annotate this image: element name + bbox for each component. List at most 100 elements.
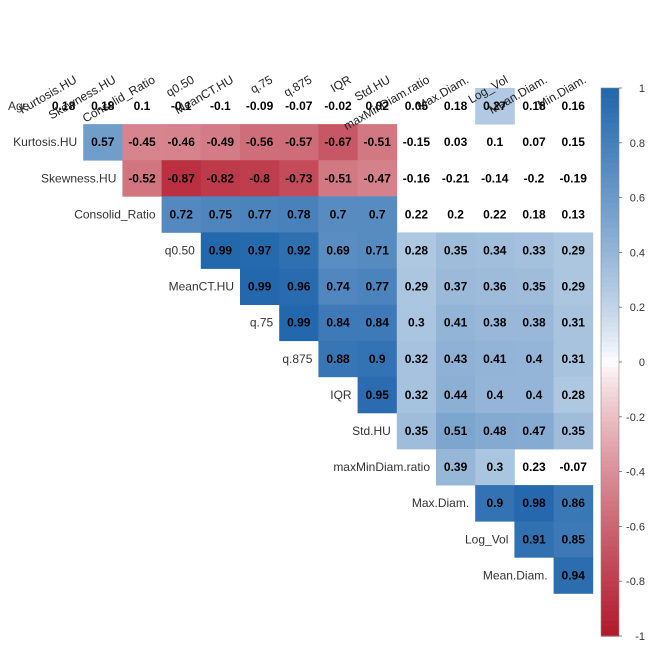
cell-value: 0.34 [483,243,507,257]
colorbar-segment [601,342,619,348]
cell-11-12 [514,485,554,522]
colorbar-segment [601,511,619,518]
cell-value: 0.3 [486,460,503,474]
colorbar-tick-label: 0 [639,357,645,369]
cell-value: -0.45 [128,135,156,149]
row-label: Skewness.HU [41,171,116,185]
cell-value: 0.2 [447,207,464,221]
colorbar-segment [601,601,619,607]
colorbar-segment [601,481,619,488]
cell-2-8 [357,160,398,197]
cell-value: 0.99 [209,243,233,257]
colorbar-tick-label: -0.6 [626,521,645,533]
cell-value: 0.1 [134,99,151,113]
cell-7-12 [514,340,554,378]
colorbar-segment [601,621,619,627]
colorbar-segment [601,561,619,567]
colorbar-segment [601,267,619,273]
colorbar-segment [601,496,619,503]
colorbar-segment [601,466,619,473]
cell-value: 0.51 [444,424,468,438]
colorbar-segment [601,451,619,458]
cell-value: -0.02 [324,99,352,113]
cell-12-12 [514,521,554,558]
colorbar-segment [601,332,619,338]
cell-value: 0.92 [287,243,311,257]
column-label: IQR [328,72,354,95]
colorbar-segment [601,262,619,268]
colorbar-segment [601,157,619,164]
cell-value: 0.78 [287,207,311,221]
cell-value: 0.74 [326,280,350,294]
cell-6-11 [475,304,515,342]
colorbar-segment [601,212,619,219]
cell-3-5 [240,196,280,233]
cell-9-12 [514,412,554,450]
cell-value: -0.09 [246,99,274,113]
row-label: MeanCT.HU [169,280,234,294]
cell-5-11 [475,268,515,305]
row-label: q.75 [250,316,274,330]
cell-9-13 [553,412,594,450]
colorbar-segment [601,272,619,278]
colorbar-segment [601,202,619,209]
cell-2-3 [161,160,202,197]
cell-value: 0.35 [522,280,546,294]
cell-value: 0.07 [522,135,546,149]
colorbar-segment [601,352,619,358]
cell-value: 0.71 [366,243,390,257]
colorbar-segment [601,147,619,154]
cell-value: 0.38 [522,316,546,330]
colorbar-segment [601,347,619,353]
row-label: q0.50 [165,243,195,257]
cell-1-5 [240,124,280,161]
cell-5-12 [514,268,554,305]
row-label: Log_Vol [465,532,508,546]
cell-8-10 [436,376,476,414]
colorbar-segment [601,222,619,229]
cell-1-2 [122,124,162,161]
cell-3-4 [200,196,241,233]
cell-4-11 [475,232,515,269]
cell-value: 0.15 [562,135,586,149]
cell-value: 0.18 [444,99,468,113]
cell-3-3 [161,196,202,233]
colorbar-segment [601,102,619,109]
cell-8-11 [475,376,515,414]
colorbar-segment [601,456,619,463]
cell-value: 0.77 [248,207,272,221]
colorbar-segment [601,127,619,134]
colorbar-segment [601,277,619,283]
colorbar: 1 0.8 0.6 0.4 0.2 0 -0.2 -0.4 -0.6 -0.8 -1 [600,83,645,643]
colorbar-segment [601,257,619,263]
colorbar-segment [601,506,619,513]
cell-3-7 [318,196,358,233]
cell-11-13 [553,485,594,522]
colorbar-segment [601,401,619,408]
colorbar-segment [601,591,619,597]
cell-value: -0.46 [168,135,196,149]
cell-value: 0.18 [522,99,546,113]
cell-2-5 [240,160,280,197]
colorbar-segment [601,631,619,637]
cell-value: 0.31 [562,316,586,330]
cell-13-13 [553,557,594,594]
colorbar-segment [601,486,619,493]
colorbar-segment [601,436,619,443]
colorbar-segment [601,546,619,552]
cell-9-10 [436,412,476,450]
colorbar-segment [601,117,619,124]
colorbar-segment [601,536,619,542]
cell-1-3 [161,124,202,161]
colorbar-segment [601,232,619,239]
colorbar-segment [601,357,619,363]
colorbar-segment [601,566,619,572]
colorbar-segment [601,92,619,99]
cell-value: -0.82 [207,171,235,185]
colorbar-segment [601,152,619,159]
cell-value: 0.18 [522,207,546,221]
cell-7-8 [357,340,398,378]
cell-value: 0.57 [91,135,115,149]
cell-8-12 [514,376,554,414]
